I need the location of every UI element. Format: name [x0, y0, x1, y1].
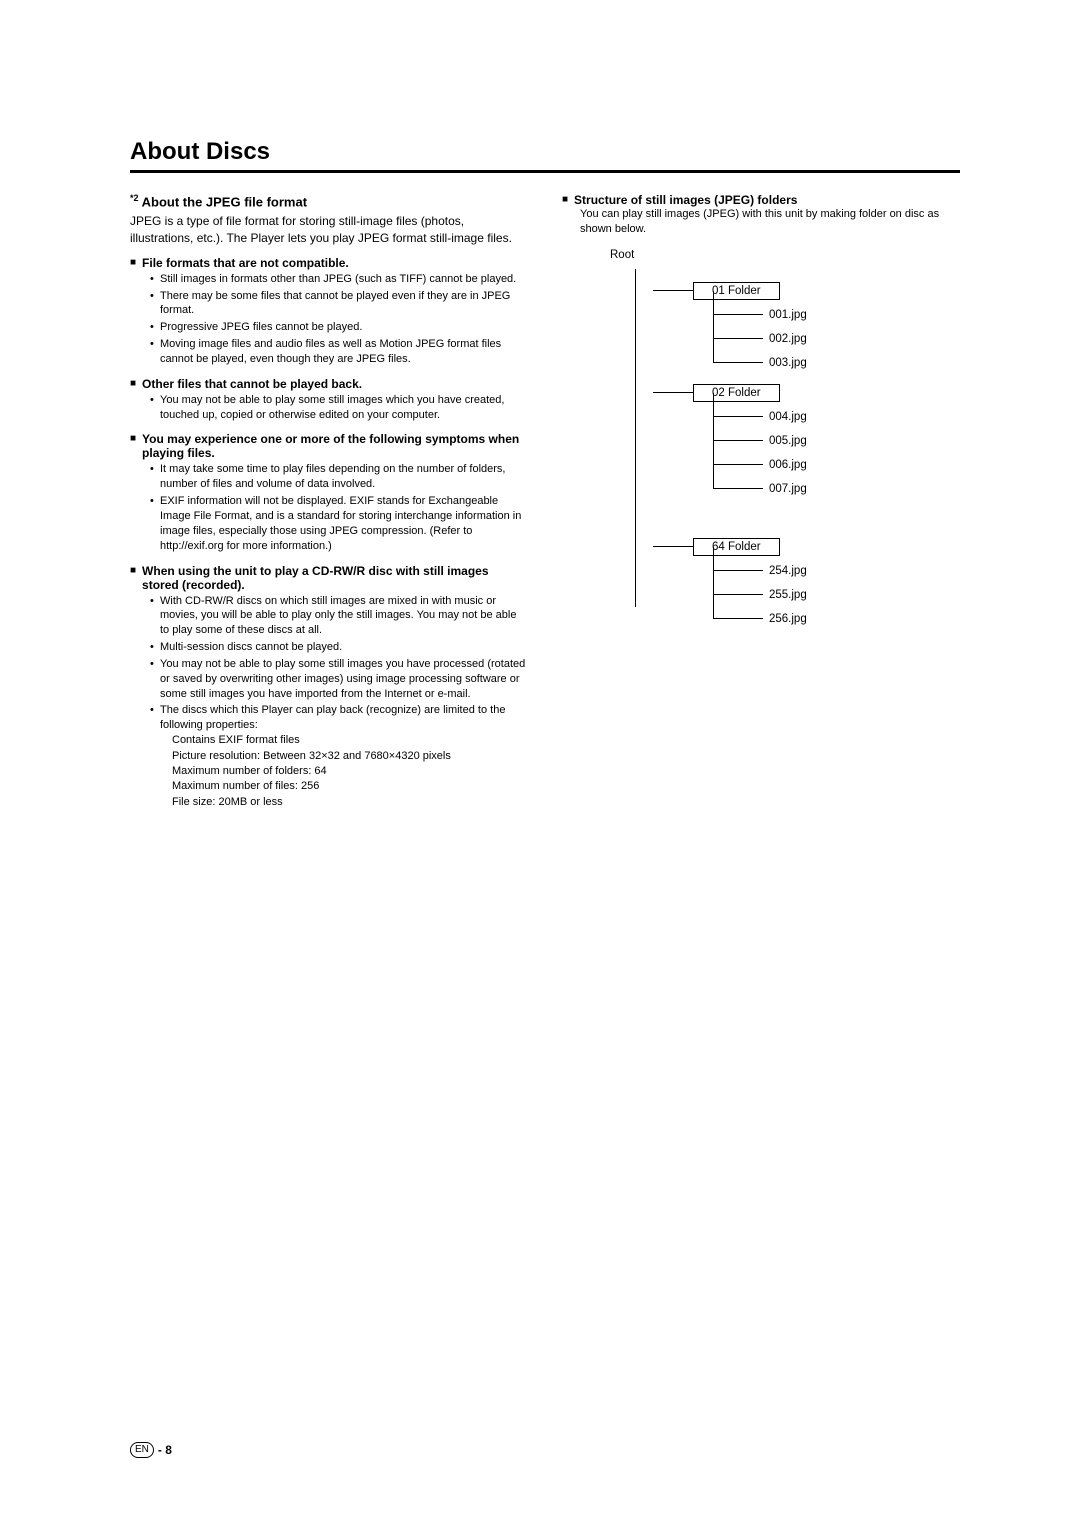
sec2-heading: ■ Other files that cannot be played back…: [130, 377, 528, 391]
file-group: 001.jpg 002.jpg 003.jpg: [713, 303, 960, 375]
file-label: 001.jpg: [763, 309, 807, 321]
jpeg-intro: JPEG is a type of file format for storin…: [130, 213, 528, 245]
sec4-list: With CD-RW/R discs on which still images…: [130, 594, 528, 734]
footnote-sup: *2: [130, 193, 139, 203]
square-bullet-icon: ■: [130, 377, 136, 391]
tree-branch: 02 Folder 004.jpg 005.jpg 006.jpg 007.jp…: [653, 375, 960, 501]
tree-hline: [713, 464, 763, 465]
tree-branch: 01 Folder 001.jpg 002.jpg 003.jpg: [653, 265, 960, 375]
tree-hline: [653, 290, 693, 291]
sec2-list: You may not be able to play some still i…: [130, 393, 528, 423]
file-label: 254.jpg: [763, 565, 807, 577]
folder-box: 64 Folder: [693, 538, 780, 556]
spec-line: Picture resolution: Between 32×32 and 76…: [172, 749, 528, 764]
file-label: 003.jpg: [763, 357, 807, 369]
tree-hline: [653, 546, 693, 547]
page-title: About Discs: [130, 138, 960, 166]
tree-hline: [713, 362, 763, 363]
list-item: There may be some files that cannot be p…: [150, 289, 528, 319]
folder-row: 01 Folder: [653, 279, 960, 303]
folder-tree: Root 01 Folder 001.jpg 002.jpg 003.jpg: [562, 249, 960, 631]
lang-badge: EN: [130, 1442, 154, 1458]
file-group: 004.jpg 005.jpg 006.jpg 007.jpg: [713, 405, 960, 501]
jpeg-heading: *2 About the JPEG file format: [130, 193, 528, 209]
file-row: 003.jpg: [713, 351, 960, 375]
left-column: *2 About the JPEG file format JPEG is a …: [130, 193, 528, 820]
jpeg-heading-text: About the JPEG file format: [139, 194, 308, 209]
spec-line: Maximum number of folders: 64: [172, 764, 528, 779]
tree-hline: [713, 488, 763, 489]
file-label: 002.jpg: [763, 333, 807, 345]
file-label: 005.jpg: [763, 435, 807, 447]
sec4-heading: ■ When using the unit to play a CD-RW/R …: [130, 564, 528, 592]
sec1-list: Still images in formats other than JPEG …: [130, 272, 528, 367]
right-note: You can play still images (JPEG) with th…: [562, 207, 960, 237]
file-row: 006.jpg: [713, 453, 960, 477]
list-item: It may take some time to play files depe…: [150, 462, 528, 492]
file-label: 256.jpg: [763, 613, 807, 625]
right-heading-text: Structure of still images (JPEG) folders: [574, 193, 797, 207]
tree-root-label: Root: [610, 249, 960, 261]
file-row: 256.jpg: [713, 607, 960, 631]
tree-hline: [713, 594, 763, 595]
file-row: 001.jpg: [713, 303, 960, 327]
list-item: Multi-session discs cannot be played.: [150, 640, 528, 655]
content-columns: *2 About the JPEG file format JPEG is a …: [130, 193, 960, 820]
tree-trunk-line: [635, 269, 636, 607]
square-bullet-icon: ■: [130, 564, 136, 578]
tree-hline: [653, 392, 693, 393]
list-item: Moving image files and audio files as we…: [150, 337, 528, 367]
file-row: 254.jpg: [713, 559, 960, 583]
list-item: The discs which this Player can play bac…: [150, 703, 528, 733]
list-item: Progressive JPEG files cannot be played.: [150, 320, 528, 335]
page-number: - 8: [158, 1443, 172, 1457]
disc-spec-list: Contains EXIF format files Picture resol…: [130, 733, 528, 810]
square-bullet-icon: ■: [130, 432, 136, 446]
square-bullet-icon: ■: [130, 256, 136, 270]
square-bullet-icon: ■: [562, 193, 568, 207]
file-row: 005.jpg: [713, 429, 960, 453]
tree-hline: [713, 338, 763, 339]
file-label: 007.jpg: [763, 483, 807, 495]
sec1-heading-text: File formats that are not compatible.: [142, 256, 349, 270]
sec2-heading-text: Other files that cannot be played back.: [142, 377, 362, 391]
file-label: 255.jpg: [763, 589, 807, 601]
list-item: EXIF information will not be displayed. …: [150, 494, 528, 553]
sec3-list: It may take some time to play files depe…: [130, 462, 528, 553]
sec3-heading: ■ You may experience one or more of the …: [130, 432, 528, 460]
folder-box: 02 Folder: [693, 384, 780, 402]
spec-line: Contains EXIF format files: [172, 733, 528, 748]
tree-hline: [713, 416, 763, 417]
file-row: 255.jpg: [713, 583, 960, 607]
title-rule: [130, 170, 960, 173]
spec-line: File size: 20MB or less: [172, 795, 528, 810]
list-item: With CD-RW/R discs on which still images…: [150, 594, 528, 639]
file-group: 254.jpg 255.jpg 256.jpg: [713, 559, 960, 631]
list-item: Still images in formats other than JPEG …: [150, 272, 528, 287]
folder-row: 02 Folder: [653, 381, 960, 405]
spec-line: Maximum number of files: 256: [172, 779, 528, 794]
file-row: 004.jpg: [713, 405, 960, 429]
file-row: 002.jpg: [713, 327, 960, 351]
tree-branch: 64 Folder 254.jpg 255.jpg 256.jpg: [653, 501, 960, 631]
folder-box: 01 Folder: [693, 282, 780, 300]
file-label: 006.jpg: [763, 459, 807, 471]
file-label: 004.jpg: [763, 411, 807, 423]
tree-hline: [713, 440, 763, 441]
sec1-heading: ■ File formats that are not compatible.: [130, 256, 528, 270]
sec3-heading-text: You may experience one or more of the fo…: [142, 432, 528, 460]
sec4-heading-text: When using the unit to play a CD-RW/R di…: [142, 564, 528, 592]
tree-hline: [713, 314, 763, 315]
page-footer: EN - 8: [130, 1442, 172, 1458]
file-row: 007.jpg: [713, 477, 960, 501]
list-item: You may not be able to play some still i…: [150, 657, 528, 702]
right-heading: ■ Structure of still images (JPEG) folde…: [562, 193, 960, 207]
right-column: ■ Structure of still images (JPEG) folde…: [562, 193, 960, 820]
folder-row: 64 Folder: [653, 535, 960, 559]
tree-hline: [713, 618, 763, 619]
tree-hline: [713, 570, 763, 571]
list-item: You may not be able to play some still i…: [150, 393, 528, 423]
